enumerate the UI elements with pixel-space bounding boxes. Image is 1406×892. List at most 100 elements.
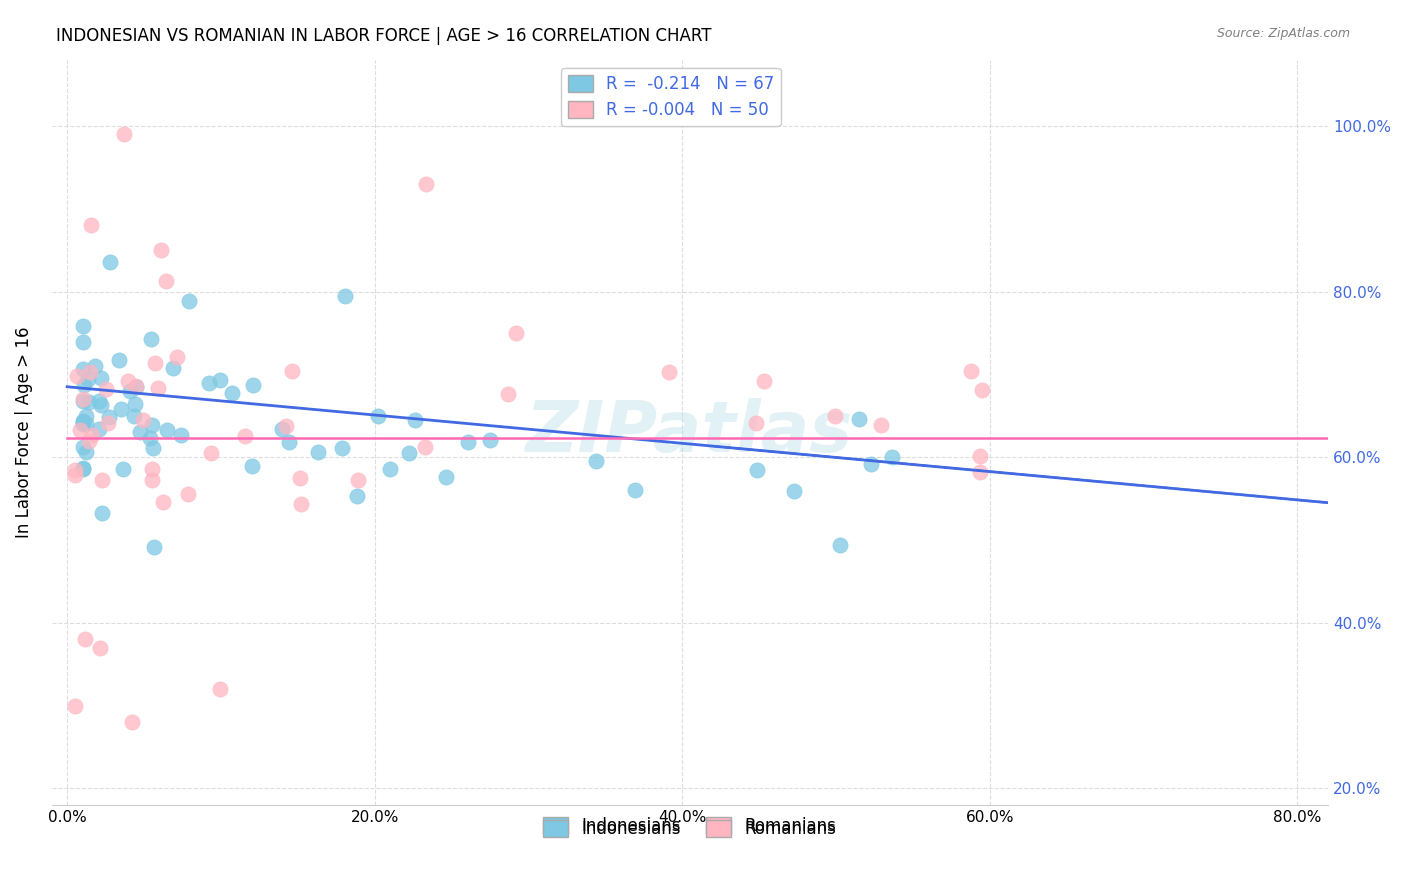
Point	[307, 445, 329, 459]
Point	[87, 422, 110, 436]
Point	[141, 417, 163, 432]
Point	[221, 385, 243, 400]
Point	[72, 417, 94, 432]
Point	[830, 538, 852, 552]
Point	[208, 373, 231, 387]
Point	[120, 384, 142, 399]
Point	[177, 293, 200, 308]
Point	[100, 254, 122, 268]
Point	[166, 350, 188, 364]
Point	[72, 361, 94, 376]
Legend: Indonesians, Romanians: Indonesians, Romanians	[537, 814, 844, 845]
Point	[242, 377, 264, 392]
Point	[380, 462, 402, 476]
Point	[333, 289, 356, 303]
Point	[208, 681, 231, 696]
Point	[240, 458, 263, 473]
Point	[72, 462, 94, 476]
Point	[969, 449, 991, 463]
Point	[658, 365, 681, 379]
Point	[330, 441, 353, 455]
Point	[79, 219, 101, 233]
Point	[82, 427, 104, 442]
Point	[745, 416, 768, 430]
Point	[288, 471, 311, 485]
Point	[132, 413, 155, 427]
Point	[505, 326, 527, 341]
Point	[72, 394, 94, 409]
Point	[129, 425, 152, 439]
Point	[90, 371, 112, 385]
Point	[478, 433, 501, 447]
Point	[72, 392, 94, 407]
Point	[110, 402, 132, 417]
Point	[142, 441, 165, 455]
Point	[177, 486, 200, 500]
Point	[233, 428, 256, 442]
Point	[148, 381, 170, 395]
Point	[274, 418, 297, 433]
Point	[398, 446, 420, 460]
Text: ZIPatlas: ZIPatlas	[526, 398, 853, 467]
Point	[124, 379, 146, 393]
Point	[141, 332, 163, 346]
Point	[73, 378, 96, 392]
Point	[277, 435, 299, 450]
Point	[623, 483, 645, 497]
Point	[271, 421, 294, 435]
Point	[880, 450, 903, 464]
Point	[141, 473, 163, 487]
Point	[63, 698, 86, 713]
Point	[91, 473, 114, 487]
Point	[117, 374, 139, 388]
Point	[112, 461, 135, 475]
Point	[346, 489, 368, 503]
Point	[79, 365, 101, 379]
Point	[72, 318, 94, 333]
Point	[63, 463, 86, 477]
Point	[860, 457, 883, 471]
Point	[75, 417, 97, 431]
Point	[75, 409, 97, 423]
Point	[156, 423, 179, 437]
Point	[152, 495, 174, 509]
Point	[141, 461, 163, 475]
Point	[143, 540, 166, 554]
Point	[404, 413, 426, 427]
Point	[125, 380, 148, 394]
Point	[848, 412, 870, 426]
Point	[75, 444, 97, 458]
Point	[83, 359, 105, 374]
Point	[824, 409, 846, 423]
Point	[457, 434, 479, 449]
Point	[90, 398, 112, 412]
Point	[972, 383, 994, 397]
Point	[72, 335, 94, 350]
Point	[89, 640, 111, 655]
Point	[496, 387, 519, 401]
Point	[77, 395, 100, 409]
Point	[290, 497, 312, 511]
Point	[98, 410, 121, 425]
Point	[87, 394, 110, 409]
Point	[415, 440, 437, 454]
Point	[72, 415, 94, 429]
Point	[90, 506, 112, 520]
Point	[346, 473, 368, 487]
Point	[139, 431, 162, 445]
Point	[367, 409, 389, 424]
Point	[415, 177, 437, 191]
Point	[783, 483, 806, 498]
Point	[198, 376, 221, 391]
Point	[72, 414, 94, 428]
Point	[77, 434, 100, 448]
Point	[112, 127, 135, 141]
Point	[66, 368, 89, 383]
Y-axis label: In Labor Force | Age > 16: In Labor Force | Age > 16	[15, 326, 32, 538]
Point	[94, 382, 117, 396]
Point	[752, 374, 775, 388]
Point	[73, 632, 96, 647]
Point	[150, 243, 173, 257]
Point	[162, 361, 184, 376]
Point	[76, 372, 98, 386]
